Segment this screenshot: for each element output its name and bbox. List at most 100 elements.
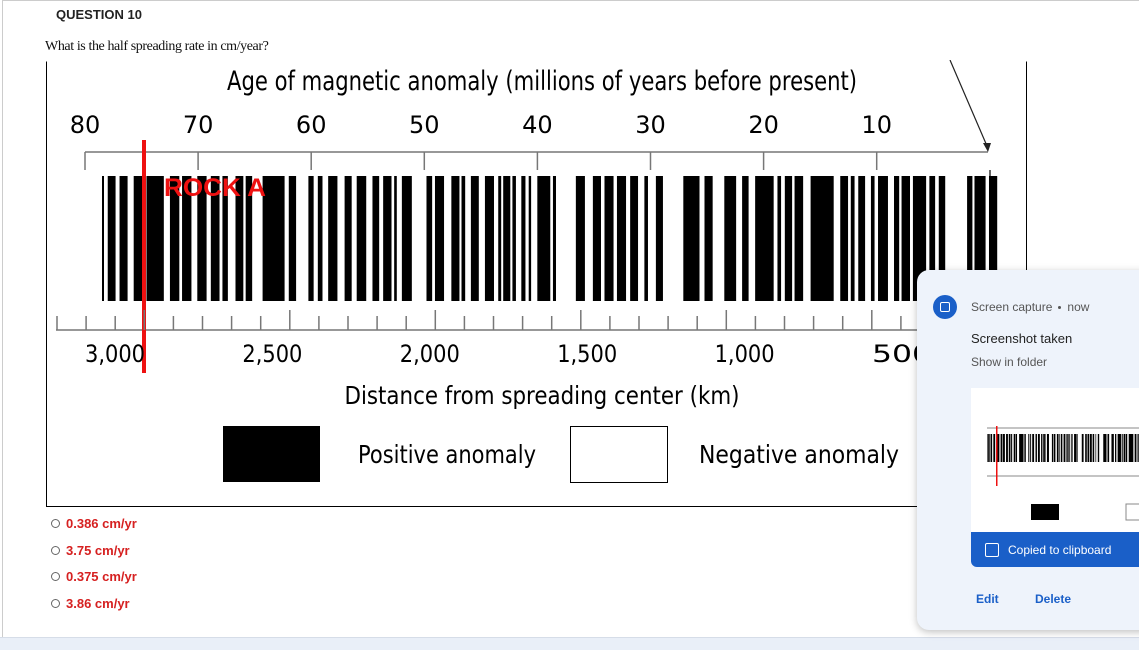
stripe <box>394 176 397 301</box>
thumb-stripe <box>1085 434 1087 462</box>
thumb-stripe <box>1103 434 1107 462</box>
stripe <box>938 176 946 301</box>
stripe <box>222 176 228 301</box>
thumb-stripe <box>1058 434 1060 462</box>
answer-option[interactable]: 3.86 cm/yr <box>51 596 130 611</box>
distance-tick-label: 1,500 <box>557 340 617 368</box>
thumb-stripe <box>987 434 988 462</box>
thumb-stripe <box>1030 434 1032 462</box>
distance-tick-label: 1,000 <box>715 340 775 368</box>
thumb-stripe <box>1128 434 1134 462</box>
thumb-stripe <box>993 434 996 462</box>
stripe <box>262 176 285 301</box>
stripe <box>777 176 782 301</box>
thumb-stripe <box>1053 434 1056 462</box>
clipboard-icon <box>985 542 999 557</box>
stripe <box>119 176 128 301</box>
stripe <box>461 176 466 301</box>
thumb-stripe <box>1046 434 1049 462</box>
age-tick-label: 50 <box>409 111 440 139</box>
stripe <box>967 176 973 301</box>
stripe <box>308 176 314 301</box>
legend-label: Negative anomaly <box>699 440 899 469</box>
stripe <box>988 176 998 301</box>
radio[interactable] <box>51 519 60 528</box>
stripe <box>288 176 297 301</box>
thumb-stripe <box>1015 434 1018 462</box>
edit-button[interactable]: Edit <box>976 592 999 606</box>
delete-button[interactable]: Delete <box>1035 592 1072 606</box>
stripe <box>426 176 433 301</box>
figure: Age of magnetic anomaly (millions of yea… <box>46 60 1028 507</box>
thumb-stripe <box>1081 434 1084 462</box>
stripe <box>451 176 460 301</box>
stripe <box>704 176 713 301</box>
separator <box>1058 306 1062 310</box>
thumb-stripe <box>1011 434 1013 462</box>
radio[interactable] <box>51 546 60 555</box>
capture-icon <box>933 295 957 319</box>
stripe <box>528 176 532 301</box>
option-text: 0.375 cm/yr <box>66 569 137 584</box>
age-tick-label: 60 <box>296 111 327 139</box>
thumb-stripe <box>1066 434 1067 462</box>
age-tick-label: 10 <box>861 111 892 139</box>
stripe <box>644 176 648 301</box>
rock-label: ROCK A <box>164 174 266 202</box>
stripe <box>724 176 737 301</box>
thumb-stripe <box>1134 434 1137 462</box>
stripe <box>169 176 180 301</box>
stripe <box>683 176 700 301</box>
answer-option[interactable]: 3.75 cm/yr <box>51 543 130 558</box>
notification-source: Screen capture now <box>971 300 1089 314</box>
stripe <box>755 176 774 301</box>
thumb-stripe <box>1045 434 1047 462</box>
thumbnail[interactable] <box>971 388 1139 533</box>
stripe <box>245 176 253 301</box>
legend-swatch-positive <box>223 426 320 482</box>
stripe <box>521 176 526 301</box>
thumb-stripe <box>990 434 993 462</box>
thumb-stripe <box>1097 434 1100 462</box>
answer-option[interactable]: 0.386 cm/yr <box>51 516 137 531</box>
stripe <box>372 176 380 301</box>
stripe <box>894 176 900 301</box>
copied-banner: Copied to clipboard <box>971 532 1139 567</box>
thumb-stripe <box>1056 434 1059 462</box>
option-text: 3.86 cm/yr <box>66 596 130 611</box>
answer-option[interactable]: 0.375 cm/yr <box>51 569 137 584</box>
stripe <box>974 176 986 301</box>
radio[interactable] <box>51 572 60 581</box>
arrow-head <box>983 143 991 152</box>
stripe <box>102 176 105 301</box>
stripe <box>912 176 927 301</box>
radio[interactable] <box>51 599 60 608</box>
stripe <box>901 176 911 301</box>
thumb-stripe <box>1125 434 1128 462</box>
thumb-stripe <box>1077 434 1078 462</box>
distance-tick-label: 3,000 <box>85 340 145 368</box>
thumb-stripe <box>1136 434 1138 462</box>
stripe <box>107 176 116 301</box>
x-axis-label: Distance from spreading center (km) <box>345 381 740 410</box>
thumb-stripe <box>1043 434 1045 462</box>
thumb-stripe <box>1115 434 1117 462</box>
age-tick-label: 80 <box>70 111 101 139</box>
thumb-stripe <box>1013 434 1016 462</box>
thumb-stripe <box>1111 434 1114 462</box>
show-in-folder[interactable]: Show in folder <box>971 355 1048 369</box>
thumb-stripe <box>1107 434 1110 462</box>
stripe <box>878 176 888 301</box>
screenshot-notification: Screen capture now Screenshot taken Show … <box>917 270 1139 630</box>
stripe <box>512 176 516 301</box>
stripe <box>616 176 627 301</box>
taskbar-strip <box>0 637 1139 650</box>
stripe <box>498 176 502 301</box>
stripe <box>182 176 192 301</box>
thumb-stripe <box>1028 434 1030 462</box>
stripe <box>840 176 849 301</box>
stripe <box>383 176 392 301</box>
thumb-stripe <box>1006 434 1008 462</box>
thumb-stripe <box>1117 434 1122 462</box>
question-label: QUESTION 10 <box>56 7 142 22</box>
